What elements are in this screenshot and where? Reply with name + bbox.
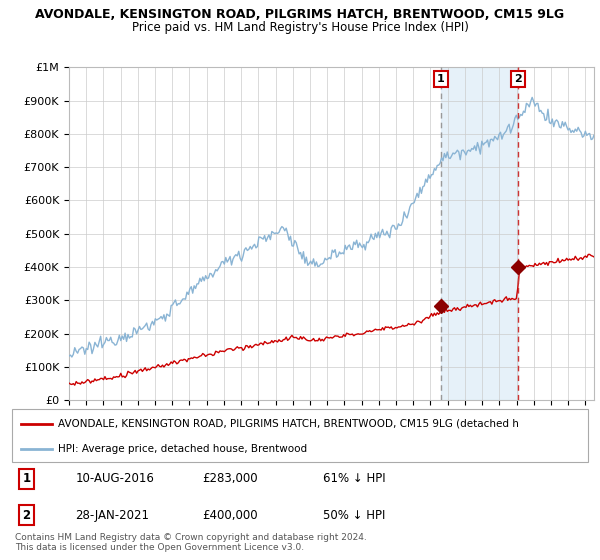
Text: AVONDALE, KENSINGTON ROAD, PILGRIMS HATCH, BRENTWOOD, CM15 9LG (detached h: AVONDALE, KENSINGTON ROAD, PILGRIMS HATC… — [58, 419, 519, 429]
Text: HPI: Average price, detached house, Brentwood: HPI: Average price, detached house, Bren… — [58, 444, 307, 454]
Text: Price paid vs. HM Land Registry's House Price Index (HPI): Price paid vs. HM Land Registry's House … — [131, 21, 469, 34]
Text: AVONDALE, KENSINGTON ROAD, PILGRIMS HATCH, BRENTWOOD, CM15 9LG: AVONDALE, KENSINGTON ROAD, PILGRIMS HATC… — [35, 8, 565, 21]
Bar — [441, 67, 518, 400]
Text: 2: 2 — [22, 508, 31, 521]
Text: Contains HM Land Registry data © Crown copyright and database right 2024.: Contains HM Land Registry data © Crown c… — [15, 533, 367, 542]
Text: 1: 1 — [22, 473, 31, 486]
Text: 61% ↓ HPI: 61% ↓ HPI — [323, 473, 386, 486]
Text: 10-AUG-2016: 10-AUG-2016 — [76, 473, 154, 486]
Text: 50% ↓ HPI: 50% ↓ HPI — [323, 508, 385, 521]
FancyBboxPatch shape — [12, 409, 588, 462]
Text: 2: 2 — [514, 74, 522, 84]
Text: 28-JAN-2021: 28-JAN-2021 — [76, 508, 149, 521]
Text: 1: 1 — [437, 74, 445, 84]
Text: £283,000: £283,000 — [202, 473, 258, 486]
Text: £400,000: £400,000 — [202, 508, 258, 521]
Text: This data is licensed under the Open Government Licence v3.0.: This data is licensed under the Open Gov… — [15, 543, 304, 552]
